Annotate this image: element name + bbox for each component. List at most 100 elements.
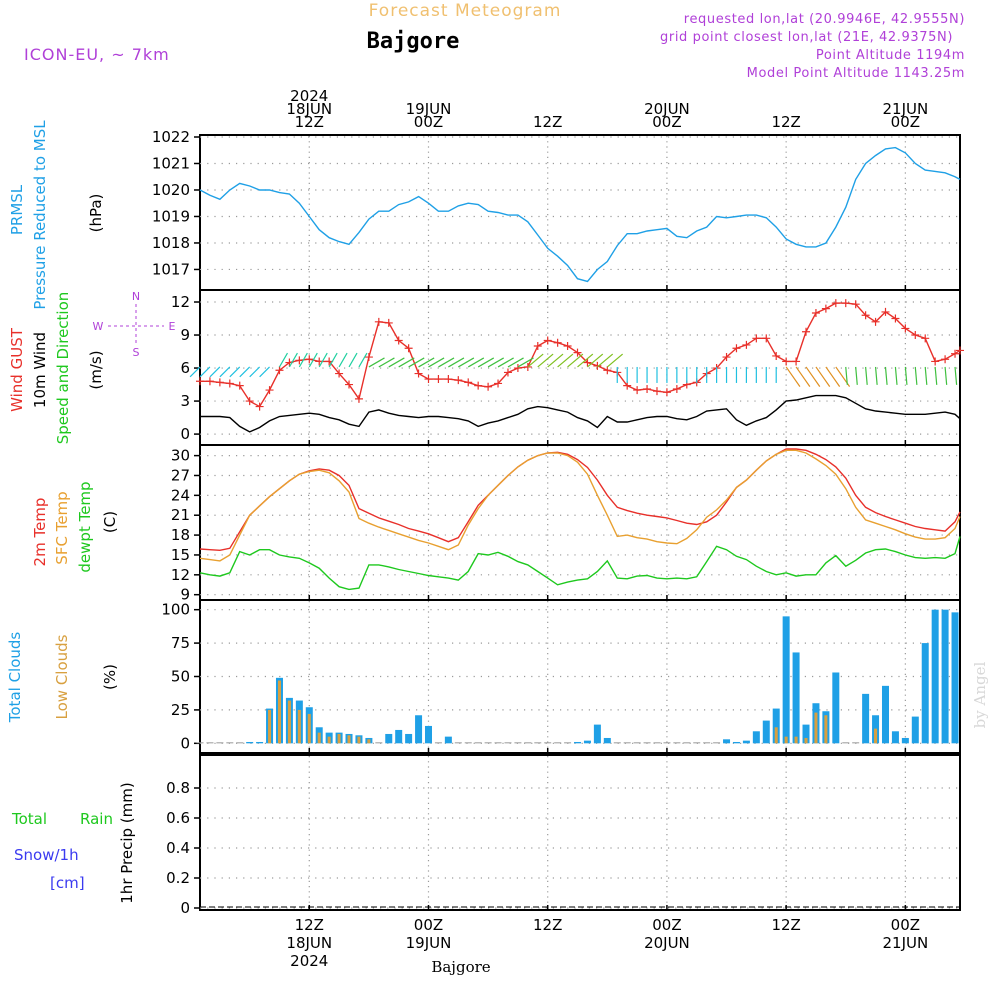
gust-marker xyxy=(424,375,433,384)
low-cloud-bar xyxy=(784,736,788,744)
precip-label-cm: [cm] xyxy=(50,874,85,892)
model-label: ICON-EU, ~ 7km xyxy=(24,45,170,64)
total-cloud-bar xyxy=(514,742,522,744)
wind-label-speed: Speed and Direction xyxy=(54,292,72,445)
top-tick-label: 12Z xyxy=(533,113,562,131)
gust-marker xyxy=(573,348,582,357)
total-cloud-bar xyxy=(583,740,591,744)
bottom-tick-label: 00Z xyxy=(414,916,443,934)
wind-arrow xyxy=(547,353,564,368)
temp-label-2m: 2m Temp xyxy=(31,498,49,567)
model-point-altitude: Model Point Altitude 1143.25m xyxy=(747,66,965,81)
gust-marker xyxy=(335,369,344,378)
gust-marker xyxy=(434,375,443,384)
bottom-tick-label: 12Z xyxy=(771,916,800,934)
total-cloud-bar xyxy=(921,643,929,744)
point-altitude: Point Altitude 1194m xyxy=(816,48,965,63)
wind-arrow xyxy=(855,366,858,385)
y-tick-label: 15 xyxy=(171,546,190,564)
wind-arrow xyxy=(338,352,348,368)
gust-marker xyxy=(533,342,542,351)
total-cloud-bar xyxy=(405,733,413,744)
gust-marker xyxy=(215,378,224,387)
total-cloud-bar xyxy=(593,724,601,744)
total-cloud-bar xyxy=(762,720,770,744)
low-cloud-bar xyxy=(804,737,808,744)
low-cloud-bar xyxy=(824,715,828,744)
low-cloud-bar xyxy=(297,709,301,744)
wind-arrow xyxy=(805,366,821,387)
gust-marker xyxy=(662,388,671,397)
wind-direction-arrows xyxy=(189,352,958,387)
wind-arrow xyxy=(874,366,878,385)
low-cloud-bar xyxy=(814,712,818,744)
gust-marker xyxy=(643,384,652,393)
total-cloud-bar xyxy=(236,742,244,744)
total-cloud-bar xyxy=(504,742,512,744)
clouds-unit: (%) xyxy=(101,664,119,690)
total-cloud-bar xyxy=(623,742,631,744)
y-tick-label: 0 xyxy=(180,899,190,917)
gust-marker xyxy=(891,314,900,323)
low-cloud-bar xyxy=(327,736,331,744)
panel-frame xyxy=(199,134,961,291)
y-tick-label: 0 xyxy=(180,425,190,443)
y-tick-label: 75 xyxy=(171,634,190,652)
wind-arrow xyxy=(884,366,888,385)
wind-arrow xyxy=(924,366,928,385)
total-cloud-bar xyxy=(554,742,562,744)
compass-east: E xyxy=(169,320,176,333)
series-line-sfc-temp xyxy=(199,449,961,562)
gust-marker xyxy=(633,386,642,395)
gust-marker xyxy=(851,300,860,309)
gust-marker xyxy=(345,380,354,389)
wind-arrow xyxy=(894,366,898,385)
gust-marker xyxy=(265,386,274,395)
gust-marker xyxy=(414,369,423,378)
wind-arrow xyxy=(944,366,948,385)
low-cloud-bar xyxy=(774,727,778,744)
y-tick-label: 0.6 xyxy=(166,809,190,827)
wind-arrow xyxy=(934,366,938,385)
gust-marker xyxy=(782,357,791,366)
wind-arrow xyxy=(418,357,435,368)
gust-marker xyxy=(295,356,304,365)
wind-arrow xyxy=(487,357,504,368)
gust-marker xyxy=(603,366,612,375)
compass-west: W xyxy=(93,320,104,333)
compass-north: N xyxy=(132,290,140,303)
wind-arrow xyxy=(785,366,801,387)
wind-arrow xyxy=(825,366,841,387)
total-cloud-bar xyxy=(395,729,403,744)
low-cloud-bar xyxy=(337,733,341,744)
wind-arrow xyxy=(298,352,308,368)
bottom-tick-label: 18JUN xyxy=(286,934,332,952)
bottom-tick-label: 2024 xyxy=(290,952,328,970)
gust-marker xyxy=(802,327,811,336)
wind-arrow xyxy=(477,357,495,368)
gust-marker xyxy=(941,355,950,364)
low-cloud-bar xyxy=(307,713,311,744)
gust-marker xyxy=(742,340,751,349)
gust-marker xyxy=(275,366,284,375)
gust-marker xyxy=(523,362,532,371)
gust-marker xyxy=(225,379,234,388)
total-cloud-bar xyxy=(643,742,651,744)
total-cloud-bar xyxy=(434,742,442,744)
gust-marker xyxy=(553,338,562,347)
y-tick-label: 0 xyxy=(180,734,190,752)
y-tick-label: 24 xyxy=(171,486,190,504)
gust-marker xyxy=(772,351,781,360)
wind-unit: (m/s) xyxy=(87,350,105,389)
grid-point-coordinates: grid point closest lon,lat (21E, 42.9375… xyxy=(660,30,953,45)
low-cloud-bar xyxy=(874,728,878,744)
y-tick-label: 50 xyxy=(171,668,190,686)
panel-wind: 0 3 6 9 12 xyxy=(171,289,964,446)
total-cloud-bar xyxy=(951,612,959,744)
total-cloud-bar xyxy=(732,741,740,744)
total-cloud-bar xyxy=(941,609,949,744)
total-cloud-bar xyxy=(574,741,582,744)
pressure-unit: (hPa) xyxy=(87,194,105,233)
total-cloud-bar xyxy=(603,737,611,744)
total-cloud-bar xyxy=(226,742,234,744)
